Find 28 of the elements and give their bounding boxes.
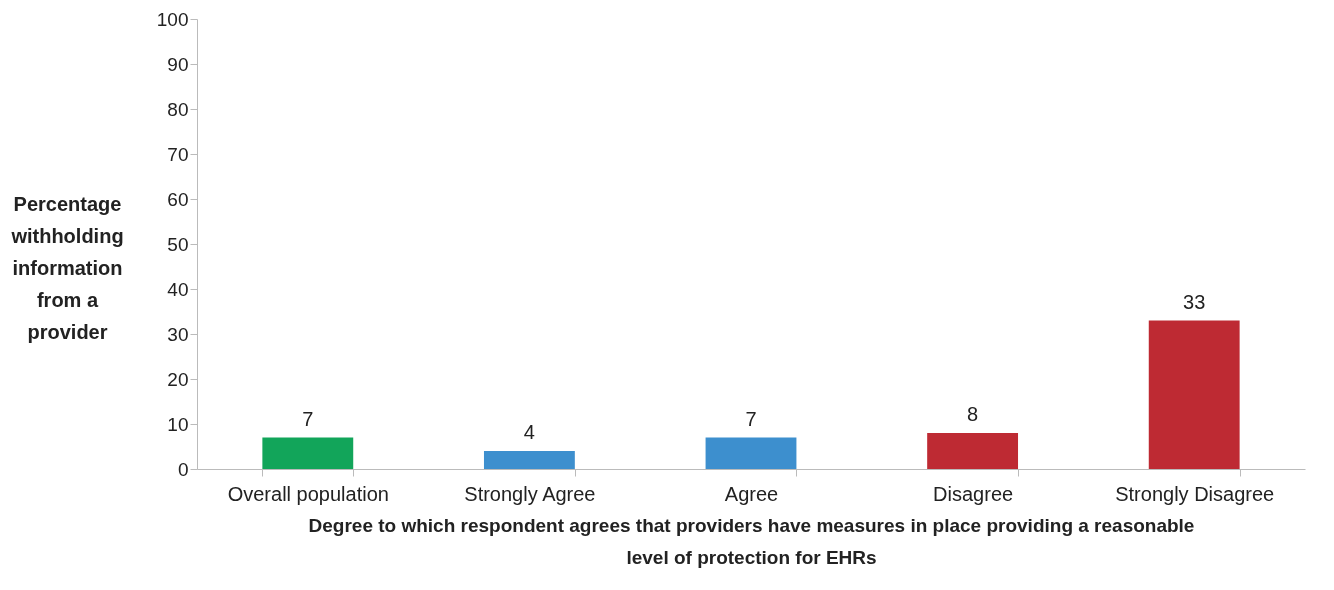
bar: [483, 451, 575, 469]
y-tick-label: 100: [156, 8, 189, 30]
y-tick-label: 10: [167, 413, 189, 435]
y-tick-label: 0: [177, 458, 189, 480]
bar: [1148, 320, 1240, 469]
data-label: 33: [1183, 290, 1206, 313]
y-tick-label: 30: [167, 323, 189, 345]
bar: [927, 433, 1019, 469]
y-tick-label: 80: [167, 98, 189, 120]
data-label: 4: [523, 421, 535, 443]
y-tick-label: 20: [167, 368, 189, 390]
x-tick-label: Strongly Agree: [464, 482, 596, 505]
y-tick-label: 50: [167, 233, 189, 255]
x-axis-title: Degree to which respondent agrees that providers have measures in place providing a reasonable level of protection for EHRs: [308, 514, 1195, 568]
x-tick-label: Overall population: [227, 482, 389, 505]
x-tick-label: Agree: [724, 482, 779, 505]
x-tick-label: Disagree: [933, 482, 1014, 505]
data-label: 8: [967, 403, 979, 425]
y-tick-label: 60: [167, 188, 189, 210]
y-tick-label: 70: [167, 143, 189, 165]
y-axis-title: Percentage withholding information from a provider: [10, 192, 124, 343]
data-label: 7: [745, 407, 757, 430]
y-tick-label: 40: [167, 278, 189, 300]
data-label: 7: [302, 407, 314, 430]
bar: [262, 437, 354, 469]
bar: [705, 437, 797, 469]
y-tick-label: 90: [167, 53, 189, 75]
x-tick-label: Strongly Disagree: [1115, 482, 1275, 505]
